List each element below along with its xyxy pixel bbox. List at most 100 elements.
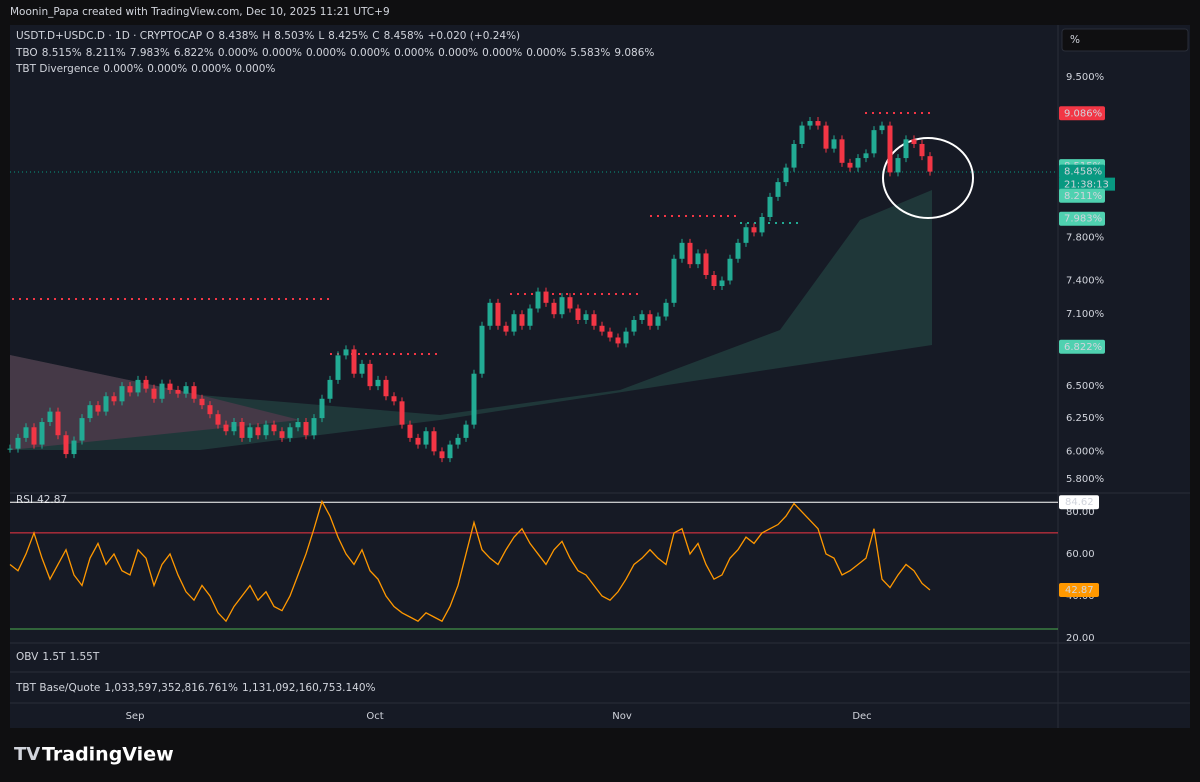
candle bbox=[87, 405, 93, 419]
candle bbox=[871, 130, 877, 154]
change: +0.020 (+0.24%) bbox=[428, 30, 521, 42]
candle bbox=[279, 431, 285, 438]
candle bbox=[287, 427, 293, 438]
candle bbox=[223, 424, 229, 432]
candle bbox=[15, 437, 21, 449]
candle bbox=[647, 314, 653, 326]
candle bbox=[767, 196, 773, 217]
candle bbox=[111, 396, 117, 402]
candle bbox=[487, 302, 493, 326]
candle bbox=[519, 314, 525, 326]
candle bbox=[335, 355, 341, 380]
ohlc-value: 8.503% bbox=[274, 30, 314, 42]
indicator-value: 0.000% bbox=[147, 63, 187, 75]
candle bbox=[55, 411, 61, 436]
candle bbox=[911, 139, 917, 144]
indicator-value: 1,131,092,160,753.140% bbox=[242, 682, 376, 694]
candle bbox=[47, 411, 53, 423]
candle bbox=[839, 139, 845, 163]
indicator-value: 0.000% bbox=[482, 47, 522, 59]
candle bbox=[511, 314, 517, 332]
candle bbox=[351, 349, 357, 374]
candle bbox=[79, 418, 85, 441]
candle bbox=[95, 405, 101, 412]
indicator-name: TBO bbox=[15, 47, 38, 59]
x-tick-label: Oct bbox=[366, 711, 383, 722]
candle bbox=[7, 448, 13, 450]
indicator-name: TBT Divergence bbox=[15, 63, 99, 75]
indicator-name: OBV bbox=[16, 651, 39, 663]
candle bbox=[895, 158, 901, 173]
price-badge-label: 8.211% bbox=[1064, 191, 1102, 202]
indicator-value: 8.211% bbox=[86, 47, 126, 59]
candle bbox=[775, 182, 781, 197]
candle bbox=[447, 444, 453, 459]
candle bbox=[103, 396, 109, 412]
candle bbox=[527, 308, 533, 326]
candle bbox=[239, 422, 245, 438]
candle bbox=[127, 386, 133, 393]
candle bbox=[887, 125, 893, 173]
indicator-name: TBT Base/Quote bbox=[15, 682, 100, 694]
y-tick-label: 9.500% bbox=[1066, 72, 1104, 83]
ohlc-key: C bbox=[372, 30, 379, 42]
indicator-value: 0.000% bbox=[438, 47, 478, 59]
scale-button-label[interactable]: % bbox=[1070, 34, 1080, 46]
rsi-line bbox=[9, 499, 931, 623]
indicator-value: 5.583% bbox=[570, 47, 610, 59]
y-tick-label: 7.100% bbox=[1066, 309, 1104, 320]
y-tick-label: 6.250% bbox=[1066, 413, 1104, 424]
candle bbox=[63, 435, 69, 455]
indicator-value: 8.515% bbox=[42, 47, 82, 59]
candle bbox=[543, 291, 549, 303]
indicator-value: 1.5T bbox=[42, 651, 66, 663]
candle bbox=[855, 158, 861, 168]
y-tick-label: 60.00 bbox=[1066, 549, 1095, 560]
candle bbox=[743, 227, 749, 243]
candle bbox=[703, 253, 709, 276]
ohlc-key: L bbox=[318, 30, 324, 42]
candle bbox=[215, 414, 221, 425]
price-badge bbox=[1059, 106, 1105, 121]
candle bbox=[791, 143, 797, 168]
candle bbox=[319, 398, 325, 419]
scale-button[interactable] bbox=[1061, 28, 1189, 52]
indicator-value: 0.000% bbox=[306, 47, 346, 59]
candle bbox=[135, 379, 141, 393]
x-tick-label: Dec bbox=[852, 711, 871, 722]
indicator-value: 6.822% bbox=[174, 47, 214, 59]
candle bbox=[655, 316, 661, 326]
candle bbox=[471, 373, 477, 425]
candle bbox=[479, 325, 485, 374]
price-badge-label: 9.086% bbox=[1064, 108, 1102, 119]
candle bbox=[31, 427, 37, 445]
hand-drawn-circle bbox=[882, 137, 974, 219]
candle bbox=[615, 337, 621, 344]
brand: TradingView bbox=[42, 744, 174, 766]
candle bbox=[175, 389, 181, 394]
candle bbox=[295, 422, 301, 428]
candle bbox=[119, 386, 125, 402]
candle bbox=[183, 386, 189, 394]
candle bbox=[583, 314, 589, 320]
candle bbox=[751, 227, 757, 233]
candle bbox=[167, 383, 173, 390]
candle bbox=[847, 162, 853, 168]
candle bbox=[719, 280, 725, 287]
candle bbox=[271, 424, 277, 432]
candle bbox=[375, 379, 381, 387]
candle bbox=[383, 379, 389, 397]
candle bbox=[823, 125, 829, 149]
candle bbox=[359, 363, 365, 374]
candle bbox=[671, 258, 677, 303]
candle bbox=[631, 319, 637, 332]
candle bbox=[679, 242, 685, 259]
indicator-value: 0.000% bbox=[218, 47, 258, 59]
candle bbox=[143, 379, 149, 389]
countdown: 21:38:13 bbox=[1064, 180, 1109, 191]
indicator-value: 0.000% bbox=[350, 47, 390, 59]
price-badge bbox=[1059, 211, 1105, 226]
y-tick-label: 20.00 bbox=[1066, 633, 1095, 644]
indicator-value: 7.983% bbox=[130, 47, 170, 59]
